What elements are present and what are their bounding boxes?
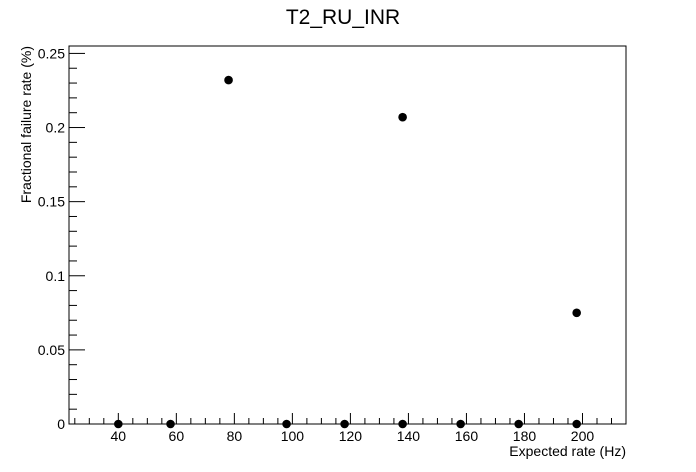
x-tick-label: 200 <box>571 428 595 444</box>
y-tick-label: 0.1 <box>46 268 66 284</box>
x-tick-label: 140 <box>397 428 421 444</box>
data-point <box>572 308 581 318</box>
y-tick-label: 0.2 <box>46 120 66 136</box>
data-point <box>340 419 349 429</box>
y-tick-label: 0 <box>57 416 65 432</box>
data-point <box>114 419 123 429</box>
y-axis-tick-labels: 0 0.05 0.1 0.15 0.2 0.25 <box>38 45 65 432</box>
x-tick-label: 60 <box>169 428 185 444</box>
x-axis-title: Expected rate (Hz) <box>509 443 626 459</box>
data-point <box>398 112 407 122</box>
data-point <box>166 419 175 429</box>
data-point <box>282 419 291 429</box>
data-point <box>224 75 233 85</box>
y-axis-title: Fractional failure rate (%) <box>18 46 34 203</box>
data-point <box>572 419 581 429</box>
x-tick-label: 180 <box>513 428 537 444</box>
y-tick-label: 0.15 <box>38 194 65 210</box>
plot-frame <box>68 45 627 425</box>
x-tick-label: 120 <box>339 428 363 444</box>
data-point <box>514 419 523 429</box>
x-tick-label: 100 <box>281 428 305 444</box>
chart-title: T2_RU_INR <box>286 6 400 29</box>
x-axis-tick-labels: 40 60 80 100 120 140 160 180 200 <box>111 428 595 444</box>
x-tick-label: 40 <box>111 428 127 444</box>
x-axis-ticks <box>74 413 627 424</box>
y-tick-label: 0.25 <box>38 45 65 61</box>
y-tick-label: 0.05 <box>38 342 65 358</box>
x-tick-label: 80 <box>227 428 243 444</box>
data-points <box>114 75 581 429</box>
data-point <box>398 419 407 429</box>
y-axis-ticks <box>69 52 85 425</box>
data-point <box>456 419 465 429</box>
x-tick-label: 160 <box>455 428 479 444</box>
